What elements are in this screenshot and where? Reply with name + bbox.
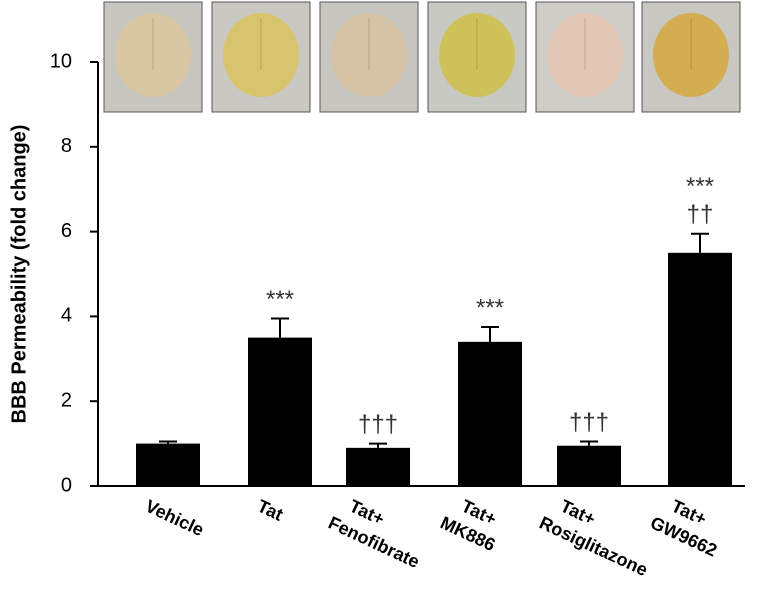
x-tick-label: Tat+MK886 [437, 496, 499, 555]
significance-label: ††† [358, 411, 398, 438]
x-tick-label: Tat+Rosiglitazone [536, 496, 651, 580]
y-tick-label: 8 [61, 135, 72, 157]
significance-label: *** [476, 294, 504, 321]
significance-label: ††† [569, 409, 609, 436]
significance-label: †† [687, 201, 714, 228]
brain-photo [427, 1, 527, 113]
brain-photo [103, 1, 203, 113]
brain-photo [319, 1, 419, 113]
y-tick-label: 2 [61, 389, 72, 411]
bar [248, 337, 312, 486]
y-tick-label: 4 [61, 305, 72, 327]
y-tick-label: 10 [50, 50, 72, 72]
brain-photo [641, 1, 741, 113]
y-axis-label: BBB Permeability (fold change) [8, 125, 30, 424]
bar [668, 252, 732, 486]
bar [458, 341, 522, 486]
bar [136, 443, 200, 486]
x-tick-label: Tat+Fenofibrate [325, 496, 422, 572]
brain-photo [535, 1, 635, 113]
x-tick-label: Tat+GW9662 [647, 496, 720, 561]
x-tick-label: Tat [254, 496, 286, 525]
y-tick-label: 6 [61, 220, 72, 242]
y-tick-label: 0 [61, 474, 72, 496]
significance-label: *** [686, 173, 714, 200]
bar [557, 445, 621, 486]
x-tick-label-line: Tat [254, 496, 286, 525]
significance-label: *** [266, 286, 294, 313]
x-tick-label: Vehicle [142, 496, 207, 540]
x-tick-label-line: Rosiglitazone [536, 512, 651, 580]
bar [346, 447, 410, 486]
brain-photo [211, 1, 311, 113]
brain-images [103, 1, 741, 113]
x-tick-label-line: Vehicle [142, 496, 207, 540]
